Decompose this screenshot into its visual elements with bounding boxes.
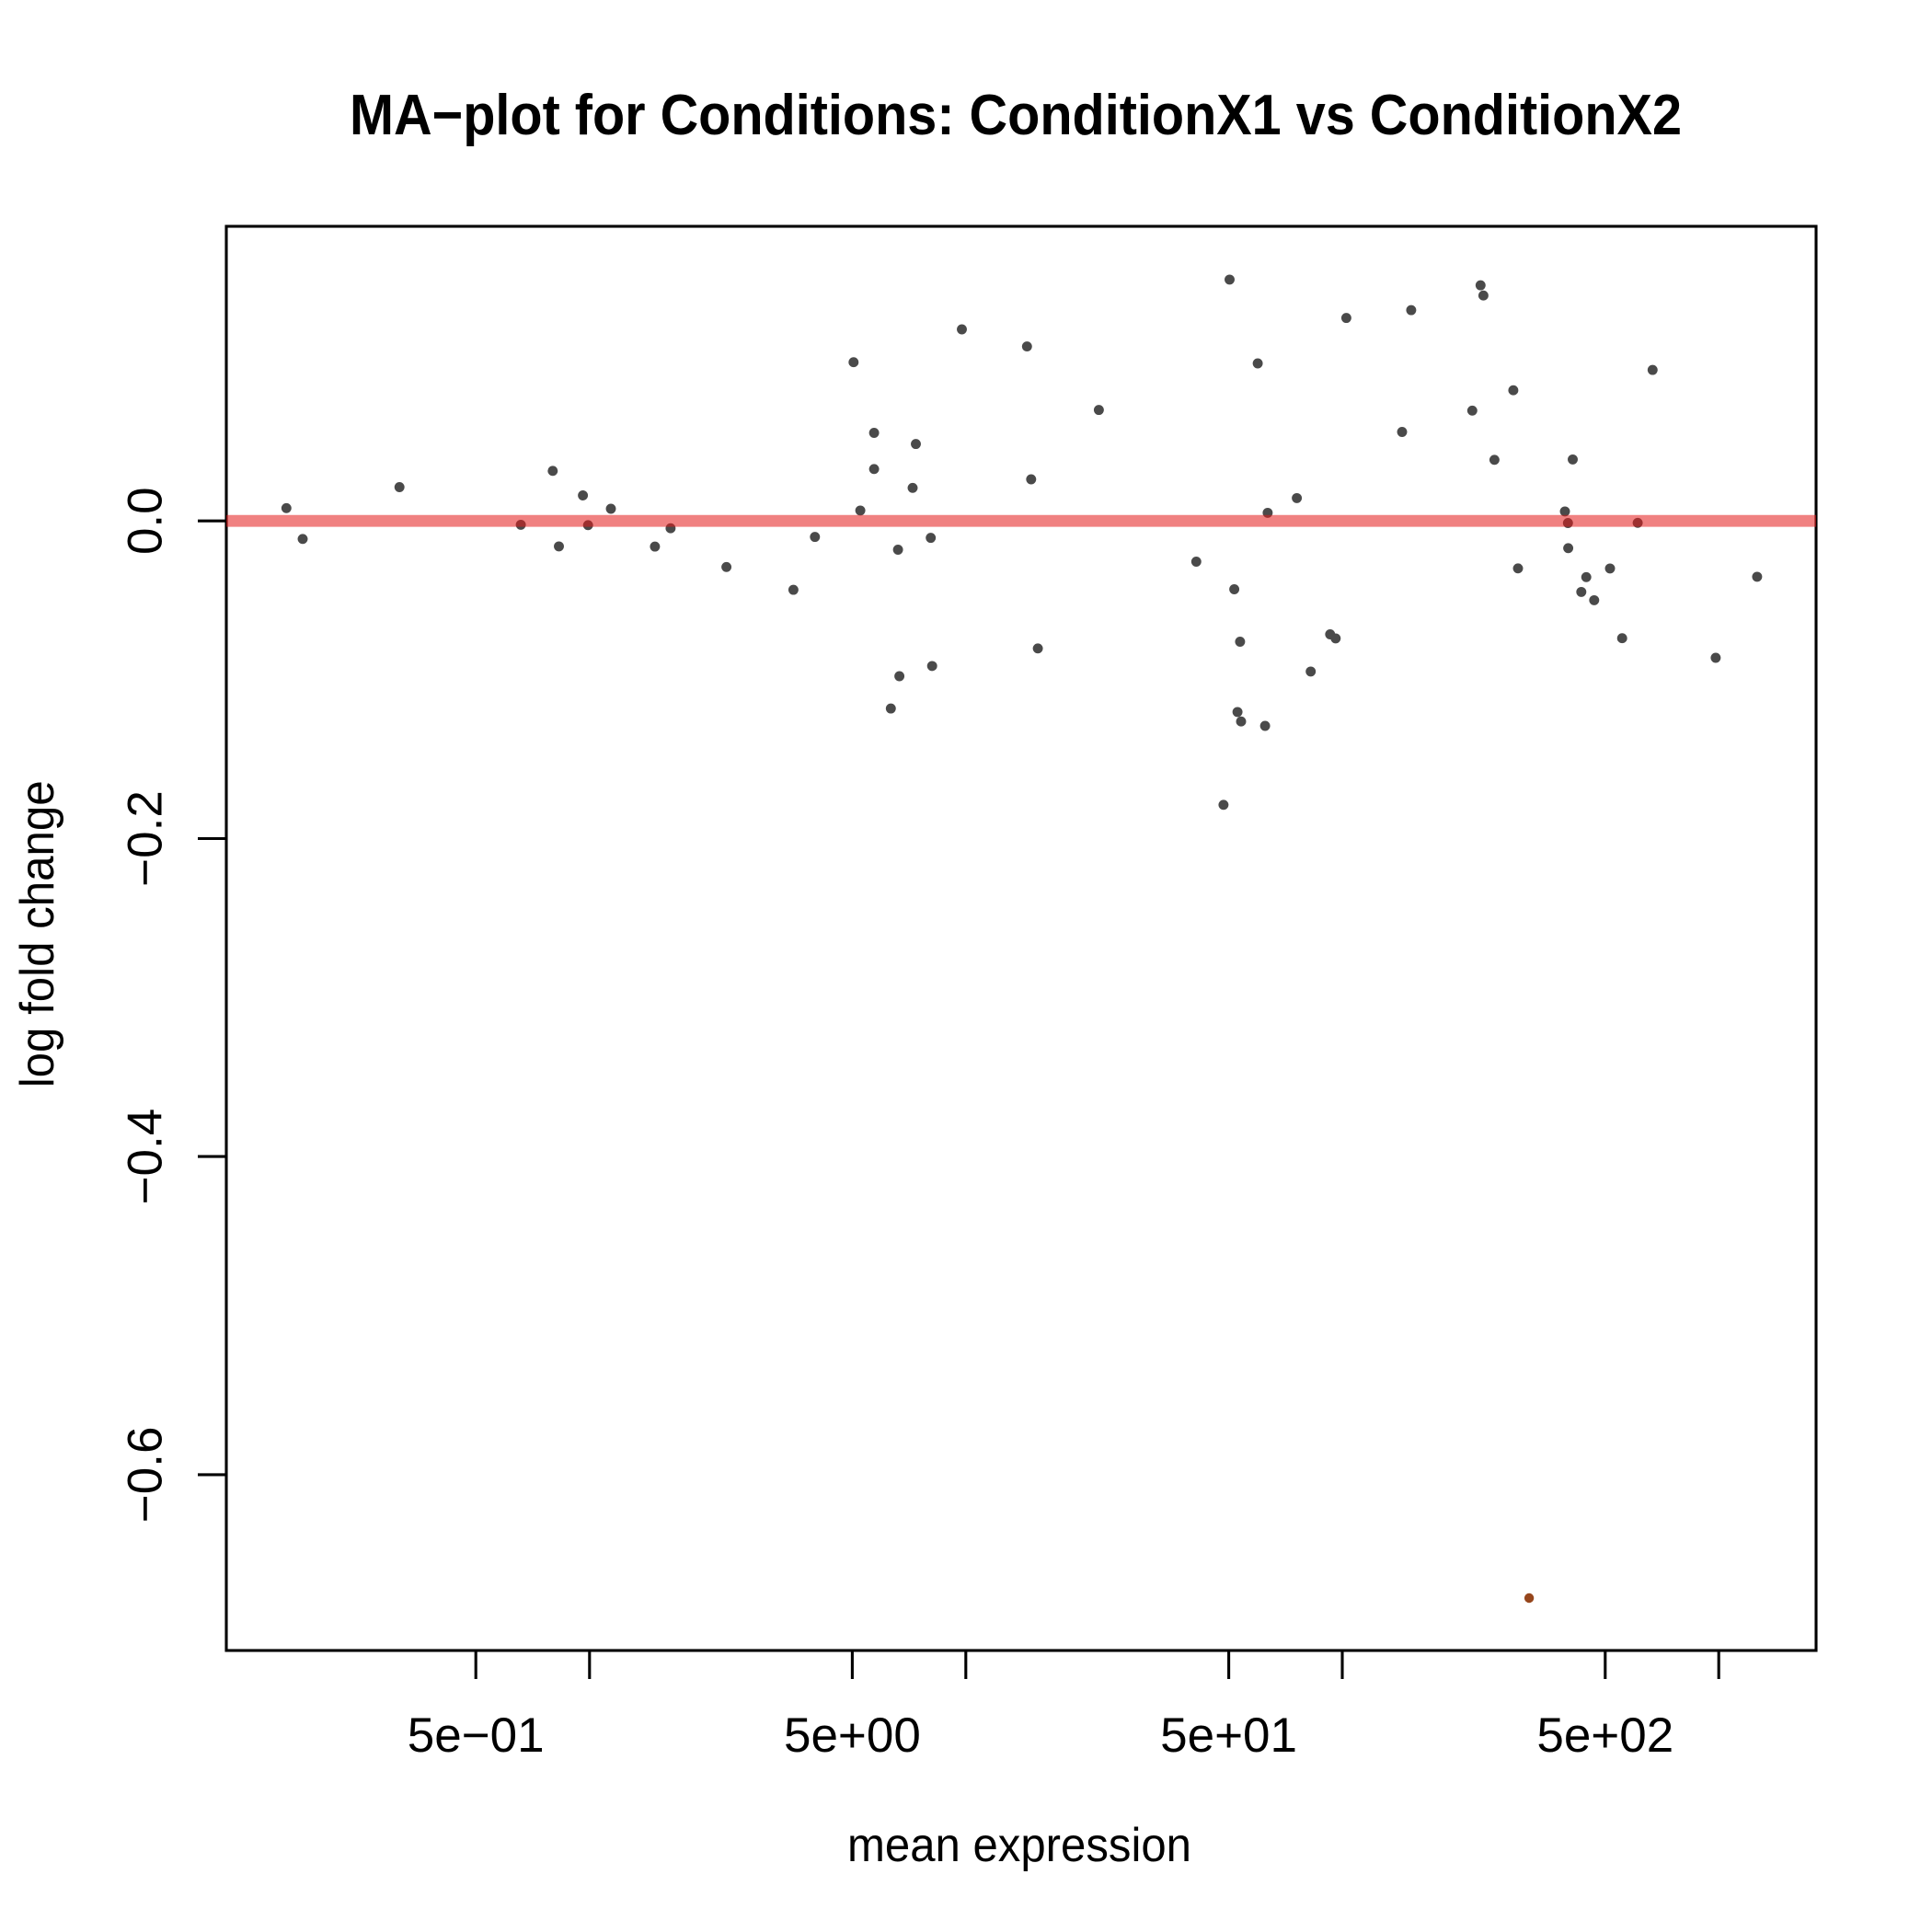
svg-text:5e+01: 5e+01 xyxy=(1160,1708,1297,1763)
svg-text:5e+00: 5e+00 xyxy=(784,1708,921,1763)
svg-text:5e−01: 5e−01 xyxy=(408,1708,545,1763)
svg-text:5e+02: 5e+02 xyxy=(1536,1708,1673,1763)
svg-text:−0.6: −0.6 xyxy=(119,1427,173,1524)
svg-text:mean expression: mean expression xyxy=(847,1819,1191,1872)
svg-text:MA−plot for Conditions: Condit: MA−plot for Conditions: ConditionX1 vs C… xyxy=(350,84,1682,147)
svg-text:−0.4: −0.4 xyxy=(119,1109,173,1205)
svg-text:0.0: 0.0 xyxy=(119,487,173,555)
svg-text:log fold change: log fold change xyxy=(11,780,64,1087)
svg-text:−0.2: −0.2 xyxy=(119,790,173,887)
